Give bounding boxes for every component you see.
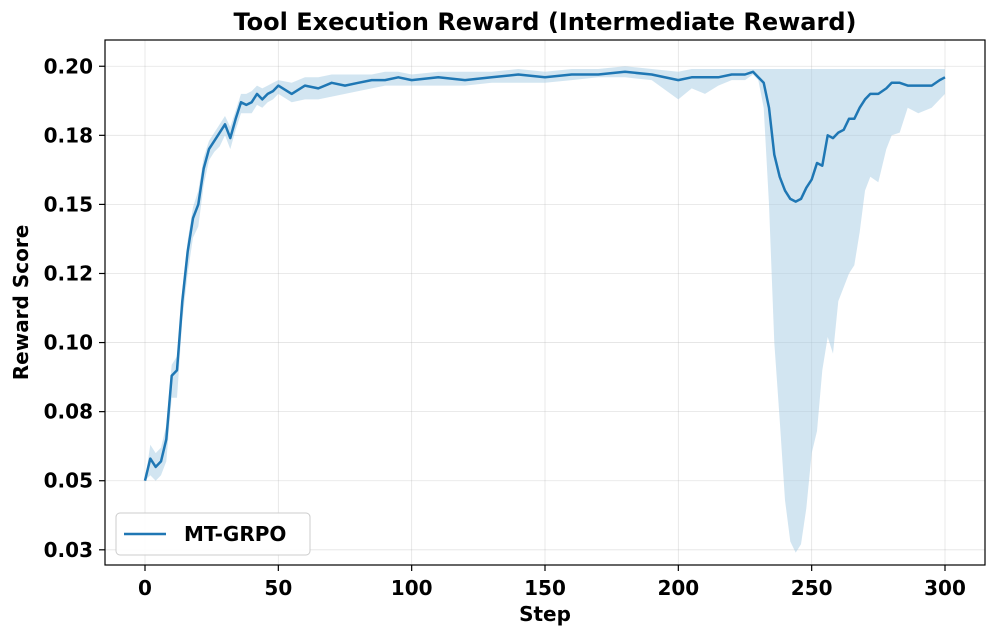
y-tick-label: 0.05 xyxy=(44,469,93,493)
x-tick-label: 100 xyxy=(391,576,433,600)
y-tick-label: 0.12 xyxy=(44,261,93,285)
x-tick-label: 0 xyxy=(138,576,152,600)
x-axis-label: Step xyxy=(519,602,571,626)
y-tick-label: 0.03 xyxy=(44,538,93,562)
y-tick-label: 0.15 xyxy=(44,192,93,216)
series-band-mt-grpo xyxy=(145,66,945,553)
y-tick-label: 0.10 xyxy=(44,331,93,355)
series-line-mt-grpo xyxy=(143,70,946,481)
y-tick-label: 0.08 xyxy=(44,400,93,424)
band-layer xyxy=(145,66,945,553)
legend: MT-GRPO xyxy=(115,512,311,556)
x-tick-label: 150 xyxy=(524,576,566,600)
x-tick-label: 300 xyxy=(924,576,966,600)
y-tick-label: 0.20 xyxy=(44,54,93,78)
tick-layer: 0 50 100 150 200 250 300 0.03 0.05 0.08 0.10 0.12 0.… xyxy=(44,54,966,600)
legend-box xyxy=(115,512,311,556)
x-tick-label: 200 xyxy=(657,576,699,600)
y-axis-label: Reward Score xyxy=(9,225,33,381)
chart-title: Tool Execution Reward (Intermediate Rewa… xyxy=(233,8,856,36)
x-tick-label: 50 xyxy=(264,576,292,600)
line-layer xyxy=(143,70,946,481)
y-tick-label: 0.18 xyxy=(44,123,93,147)
legend-label-mt-grpo: MT-GRPO xyxy=(184,522,286,546)
x-tick-label: 250 xyxy=(791,576,833,600)
